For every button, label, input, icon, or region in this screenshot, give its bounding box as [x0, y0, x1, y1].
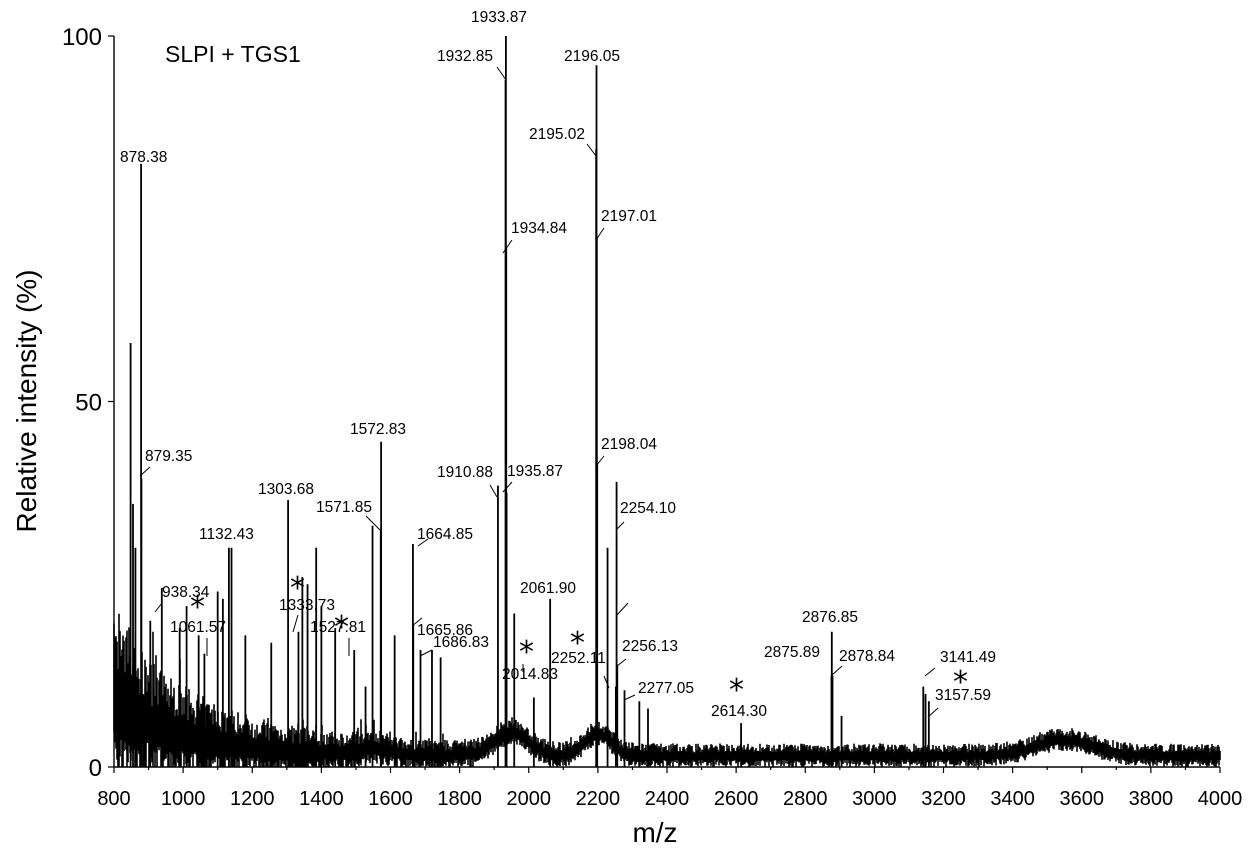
peak-label: 2061.90	[520, 580, 576, 597]
peak-labels: 878.38879.35938.341061.571132.431303.681…	[120, 9, 996, 720]
peak-label: 1303.68	[258, 481, 314, 498]
peak-label: 1571.85	[316, 499, 372, 516]
peak-leader-line	[595, 455, 605, 467]
peak-label: 3157.59	[935, 687, 991, 704]
peak-label: 2878.84	[839, 648, 895, 665]
peak-label: 2277.05	[638, 680, 694, 697]
peak-label: 2195.02	[529, 126, 585, 143]
asterisk-marker: *	[290, 571, 305, 606]
peak-label: 878.38	[120, 149, 167, 166]
peak-label: 2252.11	[551, 650, 606, 667]
peak-label: 2614.30	[711, 703, 767, 720]
x-tick-label: 2200	[576, 788, 621, 810]
peak-leader-line	[139, 466, 151, 477]
x-axis-ticks: 800 1000 1200 1400 1600 1800 2000 2200 2400 2600 2…	[97, 767, 1242, 810]
y-axis-ticks: 0 50 100	[62, 24, 114, 782]
x-tick-label: 1600	[368, 788, 413, 810]
x-tick-label: 3400	[990, 788, 1035, 810]
x-tick-label: 800	[97, 788, 130, 810]
x-tick-label: 2000	[507, 788, 552, 810]
asterisk-marker: *	[190, 590, 205, 625]
peak-label: 1665.86	[417, 622, 473, 639]
peak-leader-line	[831, 665, 843, 676]
peak-label: 938.34	[162, 584, 210, 601]
peak-label: 2254.10	[620, 500, 676, 517]
peak-leader-line	[417, 538, 429, 547]
y-tick-label: 50	[75, 390, 102, 417]
peak-leader-line	[489, 484, 498, 498]
peak-leader-line	[365, 515, 381, 531]
peak-leader-line	[927, 707, 939, 718]
peak-leader-line	[603, 675, 610, 689]
peak-label: 2875.89	[764, 644, 820, 661]
peak-label: 1935.87	[507, 463, 563, 480]
asterisk-markers: * * * * * * *	[190, 571, 968, 708]
peak-label: 879.35	[145, 448, 192, 465]
x-tick-label: 1200	[230, 788, 275, 810]
peak-label: 3141.49	[940, 649, 996, 666]
chart-title: SLPI + TGS1	[165, 41, 301, 67]
peak-leader-line	[502, 481, 513, 493]
peak-label: 1572.83	[350, 421, 406, 438]
y-axis-title: Relative intensity (%)	[11, 270, 42, 533]
peak-label: 1061.57	[170, 619, 226, 636]
peak-label: 1932.85	[437, 48, 493, 65]
peak-leader-line	[595, 227, 605, 241]
x-tick-label: 3000	[852, 788, 897, 810]
peak-label: 2197.01	[601, 208, 657, 225]
peak-label: 2876.85	[802, 609, 858, 626]
peak-label: 1934.84	[511, 220, 567, 237]
x-tick-label: 4000	[1198, 788, 1243, 810]
peak-label: 2198.04	[601, 436, 657, 453]
x-tick-label: 2600	[714, 788, 759, 810]
x-tick-label: 3600	[1060, 788, 1105, 810]
peak-leader-line	[502, 239, 513, 254]
peak-leader-line	[615, 521, 625, 531]
peak-leader-line	[419, 649, 433, 657]
asterisk-marker: *	[953, 665, 968, 700]
peak-leader-line	[616, 658, 627, 667]
peak-leader-line	[623, 694, 636, 701]
peak-leader-line	[292, 614, 299, 633]
x-tick-label: 2400	[645, 788, 690, 810]
asterisk-marker: *	[729, 673, 744, 708]
peak-label: 1686.83	[433, 634, 489, 651]
asterisk-marker: *	[519, 635, 534, 670]
peak-leader-line	[411, 617, 423, 627]
peak-leader-line	[616, 602, 629, 616]
x-tick-label: 3800	[1129, 788, 1174, 810]
y-tick-label: 0	[89, 755, 102, 782]
peak-leader-line	[496, 66, 507, 81]
x-tick-label: 3200	[921, 788, 966, 810]
x-axis-title: m/z	[632, 817, 677, 848]
peak-label: 1333.73	[279, 597, 335, 614]
peak-leader-line	[586, 143, 597, 157]
peak-label: 1910.88	[437, 464, 493, 481]
peak-label: 2196.05	[564, 48, 620, 65]
x-tick-label: 1400	[299, 788, 344, 810]
peak-label: 1664.85	[417, 526, 473, 543]
asterisk-marker: *	[334, 610, 349, 645]
x-tick-label: 1000	[161, 788, 206, 810]
asterisk-marker: *	[570, 626, 585, 661]
peak-label: 2256.13	[622, 638, 678, 655]
peak-leader-line	[154, 602, 163, 613]
peak-leader-line	[924, 667, 936, 677]
peak-label: 1132.43	[199, 526, 254, 543]
peak-label: 1933.87	[471, 9, 527, 26]
x-tick-label: 1800	[437, 788, 482, 810]
y-tick-label: 100	[62, 24, 102, 51]
peak-bars	[129, 36, 930, 767]
x-tick-label: 2800	[783, 788, 828, 810]
peak-label: 2014.83	[502, 666, 558, 683]
peak-label: 1527.81	[310, 619, 366, 636]
